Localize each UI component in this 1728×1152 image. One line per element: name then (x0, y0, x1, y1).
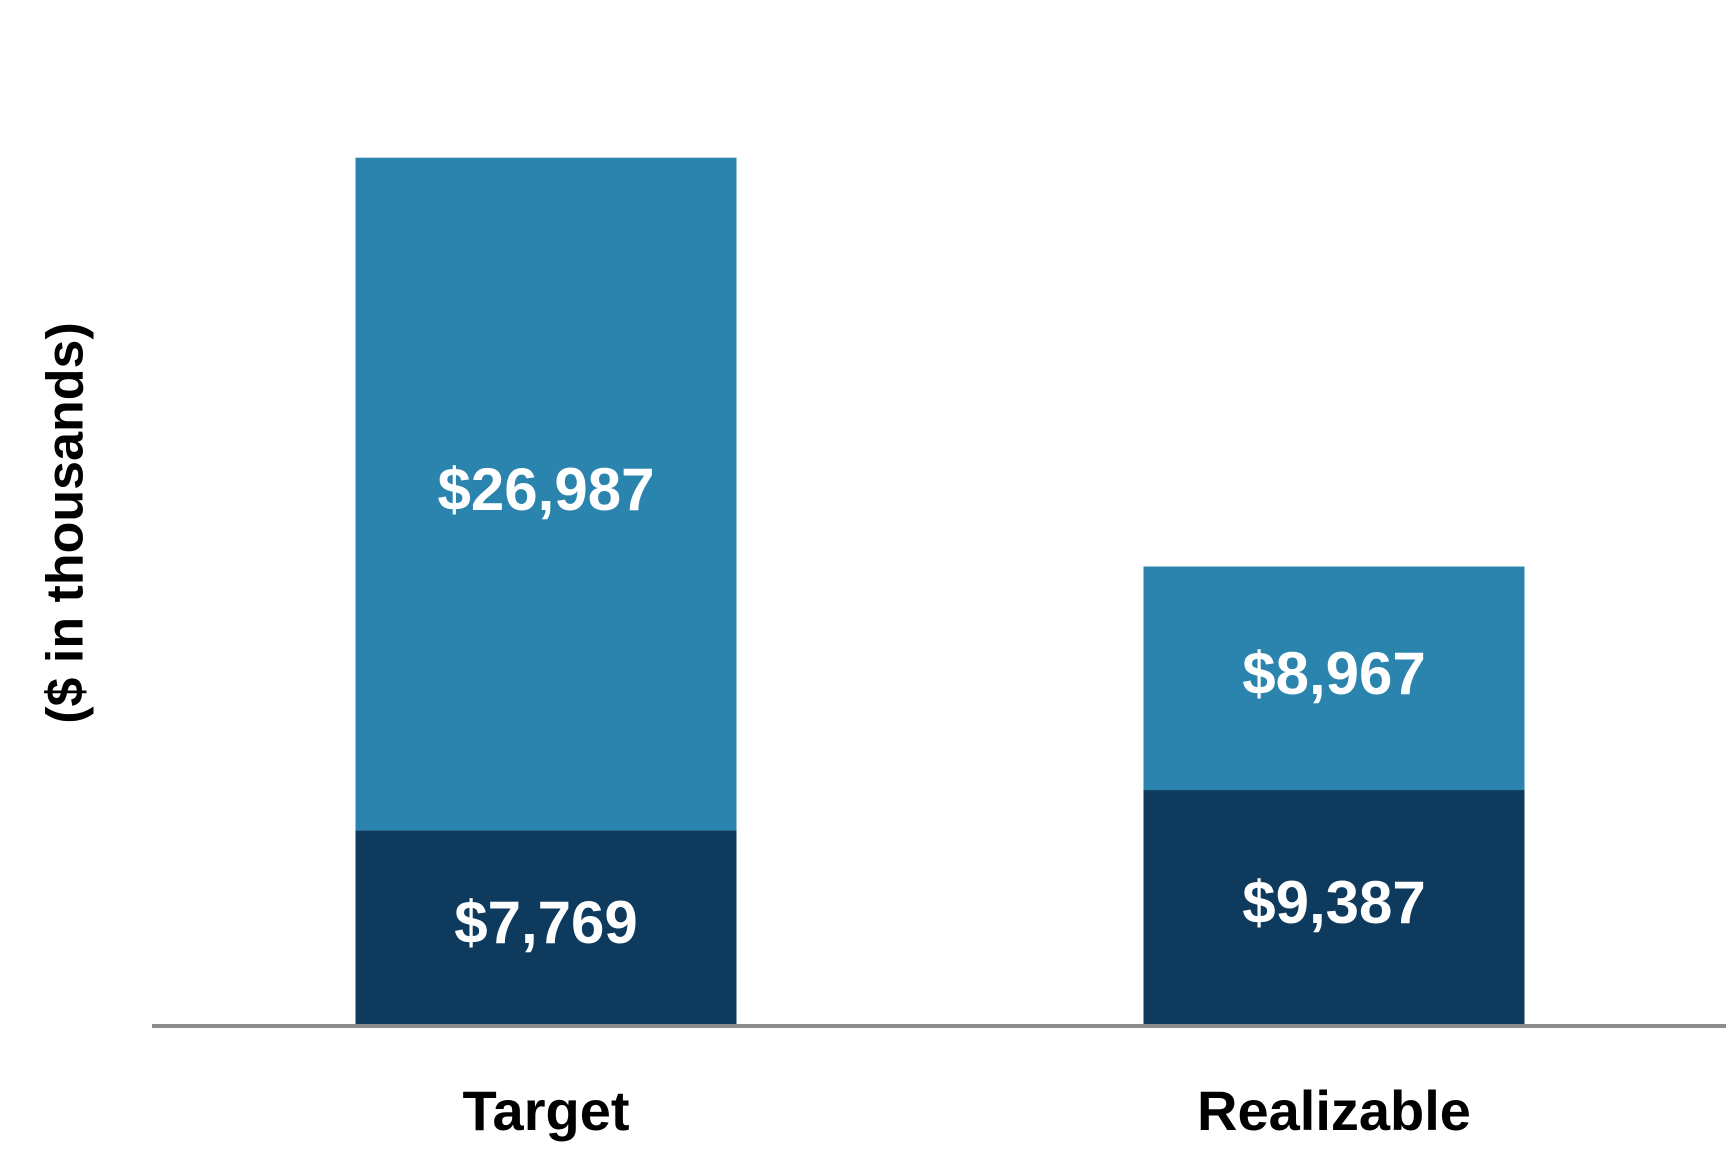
bar-segment (1143, 566, 1525, 791)
x-tick-label: Realizable (1197, 1079, 1471, 1142)
bar-segment (355, 830, 737, 1024)
bar-segment (1143, 790, 1525, 1024)
x-tick-label: Target (463, 1079, 630, 1142)
value-label: $7,769 (454, 889, 638, 956)
bar-segment (355, 157, 737, 831)
value-label: $9,387 (1242, 869, 1426, 936)
y-axis-label: ($ in thousands) (37, 322, 95, 724)
value-label: $26,987 (438, 456, 655, 523)
value-label: $8,967 (1242, 640, 1426, 707)
